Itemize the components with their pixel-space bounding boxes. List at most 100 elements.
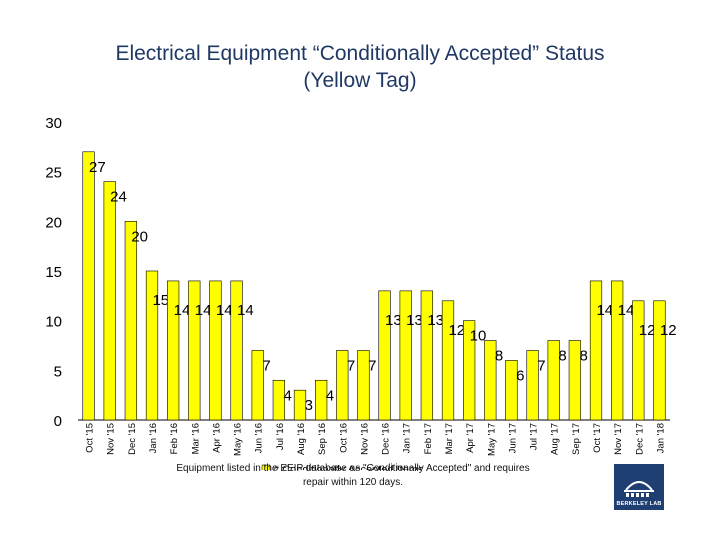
x-tick-label-19: May '17 (486, 423, 497, 456)
x-tick-label-17: Mar '17 (444, 423, 455, 454)
data-label-10: 3 (305, 397, 313, 414)
data-label-19: 8 (495, 348, 503, 365)
bar-10 (293, 389, 307, 421)
footnote-line-1: Equipment listed in the EEIP database as… (176, 463, 530, 474)
y-tick-label: 10 (45, 314, 62, 331)
data-label-20: 6 (516, 367, 524, 384)
bar-13 (357, 350, 370, 421)
x-tick-label-21: Jul '17 (529, 423, 540, 450)
data-label-11: 4 (326, 387, 334, 404)
x-tick-label-12: Oct '16 (338, 423, 349, 453)
bar-14 (378, 290, 391, 421)
x-tick-label-24: Oct '17 (592, 423, 603, 453)
bar-8 (251, 350, 264, 421)
bar-22 (547, 340, 560, 421)
data-label-4: 14 (174, 302, 191, 319)
x-tick-label-11: Sep '16 (317, 423, 328, 455)
data-label-16: 13 (427, 312, 444, 329)
x-tick-label-3: Jan '16 (148, 423, 159, 453)
data-label-0: 27 (89, 159, 106, 176)
bar-2 (124, 221, 137, 421)
x-tick-label-2: Dec '15 (127, 423, 138, 455)
data-label-15: 13 (406, 312, 423, 329)
bar-11 (315, 379, 328, 421)
bar-19 (484, 340, 497, 421)
data-label-5: 14 (195, 302, 212, 319)
bar-23 (568, 340, 581, 421)
footnote: Equipment listed in the EEIP database as… (130, 462, 576, 490)
y-tick-label: 0 (54, 413, 62, 430)
data-label-24: 14 (596, 302, 613, 319)
bar-17 (441, 300, 455, 421)
legend-label: # Conditionally Accepted Items (273, 464, 424, 470)
x-tick-label-22: Aug '17 (550, 423, 561, 455)
y-tick-label: 25 (45, 165, 62, 182)
bar-16 (420, 290, 433, 421)
bar-25 (611, 280, 624, 421)
chart-title-line-1: Electrical Equipment “Conditionally Acce… (115, 42, 605, 65)
x-tick-label-15: Jan '17 (402, 423, 413, 453)
x-tick-label-1: Nov '15 (106, 423, 117, 455)
bar-20 (505, 360, 518, 421)
bar-18 (463, 320, 476, 421)
data-label-8: 7 (262, 357, 270, 374)
x-tick-label-25: Nov '17 (613, 423, 624, 455)
bar-0 (82, 151, 95, 421)
data-label-26: 12 (639, 322, 656, 339)
x-tick-label-10: Aug '16 (296, 423, 307, 455)
data-label-1: 24 (110, 189, 127, 206)
data-label-21: 7 (537, 357, 545, 374)
data-label-13: 7 (368, 357, 376, 374)
y-tick-label: 20 (45, 214, 62, 231)
legend-swatch (261, 464, 271, 470)
bar-1 (103, 181, 116, 421)
y-tick-label: 30 (45, 115, 62, 132)
x-tick-label-26: Dec '17 (634, 423, 645, 455)
x-tick-label-27: Jan '18 (655, 423, 666, 453)
data-label-25: 14 (618, 302, 635, 319)
data-label-12: 7 (347, 357, 355, 374)
lab-building-icon (624, 481, 654, 497)
x-tick-label-18: Apr '17 (465, 423, 476, 453)
chart-title-line-2: (Yellow Tag) (303, 69, 417, 92)
bar-6 (209, 280, 222, 421)
berkeley-lab-logo: BERKELEY LAB (614, 464, 664, 510)
chart-title: Electrical Equipment “Conditionally Acce… (0, 40, 720, 94)
x-tick-label-9: Jul '16 (275, 423, 286, 450)
y-tick-label: 5 (54, 363, 62, 380)
y-tick-label: 15 (45, 264, 62, 281)
bar-27 (653, 300, 666, 421)
data-label-3: 15 (152, 292, 169, 309)
bar-21 (526, 350, 539, 421)
x-tick-label-4: Feb '16 (169, 423, 180, 454)
bar-15 (399, 290, 412, 421)
data-label-17: 12 (448, 322, 465, 339)
x-tick-label-14: Dec '16 (381, 423, 392, 455)
bar-7 (230, 280, 243, 421)
data-label-23: 8 (579, 348, 587, 365)
x-tick-label-5: Mar '16 (190, 423, 201, 454)
footnote-line-2: repair within 120 days. (302, 477, 404, 488)
bar-5 (188, 280, 201, 421)
logo-text: BERKELEY LAB (616, 501, 662, 507)
data-label-2: 20 (131, 228, 148, 245)
x-tick-label-23: Sep '17 (571, 423, 582, 455)
bar-12 (336, 350, 349, 421)
data-label-9: 4 (283, 387, 291, 404)
x-tick-label-13: Nov '16 (359, 423, 370, 455)
bar-4 (167, 280, 180, 421)
data-label-14: 13 (385, 312, 402, 329)
x-tick-label-7: May '16 (233, 423, 244, 456)
bar-24 (589, 280, 603, 421)
data-label-22: 8 (558, 348, 566, 365)
x-tick-label-20: Jun '17 (507, 423, 518, 453)
data-label-18: 10 (470, 328, 487, 345)
bar-3 (145, 270, 159, 421)
bar-9 (272, 379, 285, 421)
x-tick-label-6: Apr '16 (211, 423, 222, 453)
bar-26 (632, 300, 645, 421)
data-label-6: 14 (216, 302, 233, 319)
bar-chart: 0 5 10 15 20 25 30 27 Oct '15 24 Nov '15 20 Dec '15 1… (45, 115, 677, 470)
x-tick-label-0: Oct '15 (85, 423, 96, 453)
x-tick-label-8: Jun '16 (254, 423, 265, 453)
